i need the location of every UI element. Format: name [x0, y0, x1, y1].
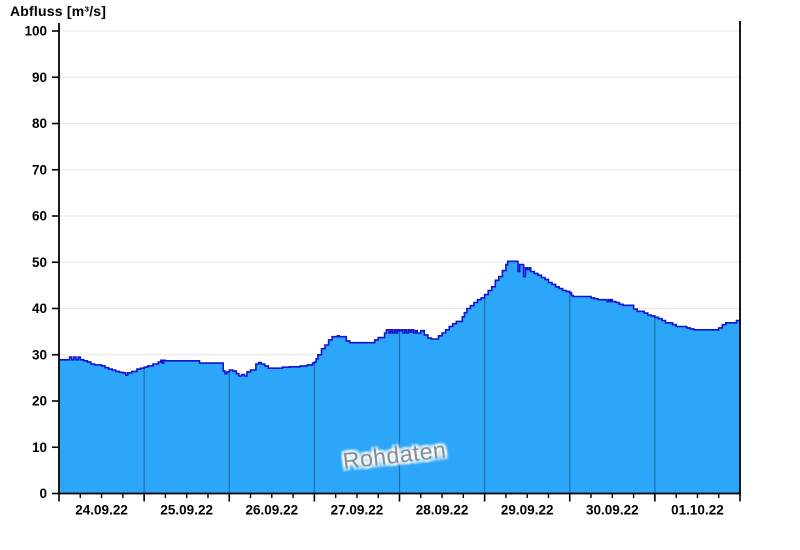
chart-title: Abfluss [m³/s] — [10, 3, 107, 19]
x-axis-ticks-labels: 24.09.22 25.09.22 26.09.22 27.09.22 28.09.22… — [58, 493, 741, 518]
series-line — [59, 260, 741, 377]
y-tick-label: 0 — [39, 486, 47, 501]
y-axis-ticks-labels: 0 10 20 30 40 50 60 70 80 90 100 — [24, 24, 59, 501]
y-tick-label: 30 — [32, 347, 47, 362]
y-tick-label: 40 — [32, 301, 47, 316]
y-tick-label: 20 — [32, 394, 47, 409]
x-tick-label: 26.09.22 — [246, 503, 299, 518]
x-tick-label: 30.09.22 — [586, 503, 639, 518]
x-tick-label: 27.09.22 — [331, 503, 384, 518]
x-tick-label: 01.10.22 — [671, 503, 724, 518]
y-tick-label: 10 — [32, 440, 47, 455]
y-tick-label: 50 — [32, 255, 47, 270]
x-tick-label: 28.09.22 — [416, 503, 469, 518]
y-tick-label: 90 — [32, 70, 47, 85]
y-tick-label: 80 — [32, 116, 47, 131]
x-tick-label: 24.09.22 — [75, 503, 128, 518]
x-tick-label: 29.09.22 — [501, 503, 554, 518]
y-tick-label: 100 — [24, 24, 47, 39]
x-tick-label: 25.09.22 — [160, 503, 213, 518]
y-tick-label: 60 — [32, 209, 47, 224]
y-tick-label: 70 — [32, 162, 47, 177]
